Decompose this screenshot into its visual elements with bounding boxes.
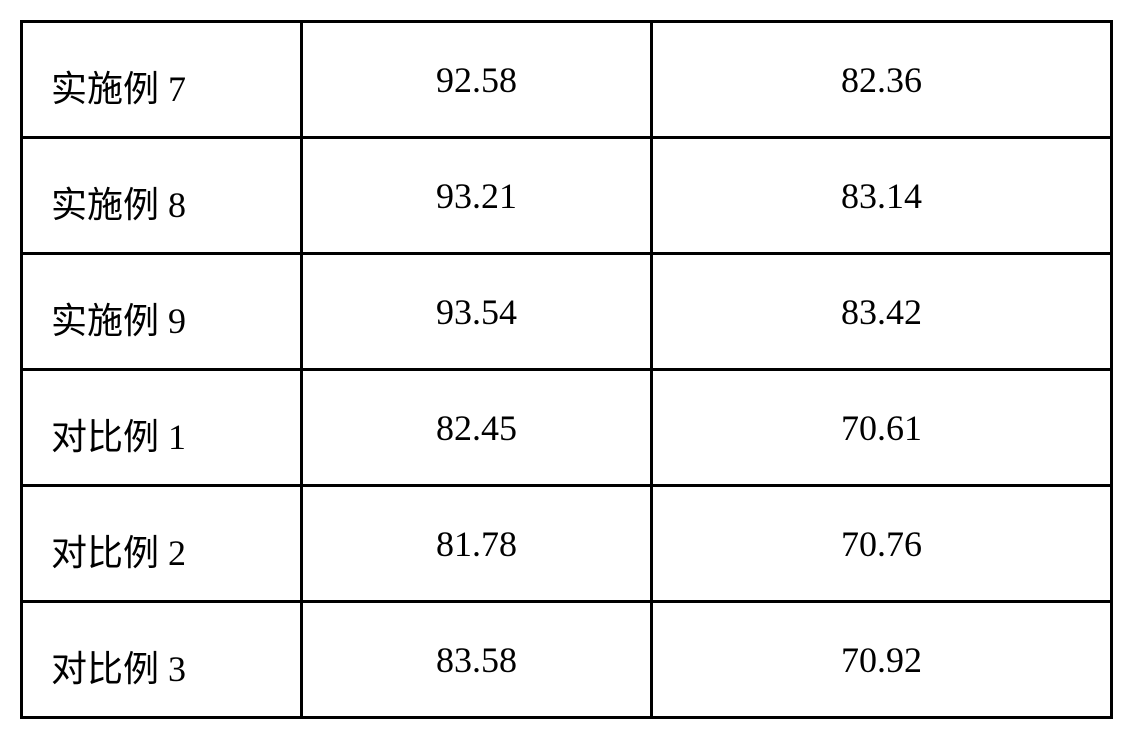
table-row: 实施例 9 93.54 83.42 xyxy=(22,254,1112,370)
value1-cell: 81.78 xyxy=(302,486,652,602)
value1-cell: 83.58 xyxy=(302,602,652,718)
table-row: 实施例 8 93.21 83.14 xyxy=(22,138,1112,254)
table-body: 实施例 7 92.58 82.36 实施例 8 93.21 83.14 实施例 … xyxy=(22,22,1112,718)
row-label-cell: 实施例 8 xyxy=(22,138,302,254)
value1-cell: 93.54 xyxy=(302,254,652,370)
table-row: 实施例 7 92.58 82.36 xyxy=(22,22,1112,138)
value2-cell: 83.42 xyxy=(652,254,1112,370)
row-label-cell: 实施例 9 xyxy=(22,254,302,370)
value2-cell: 83.14 xyxy=(652,138,1112,254)
value2-cell: 82.36 xyxy=(652,22,1112,138)
table-row: 对比例 1 82.45 70.61 xyxy=(22,370,1112,486)
table-row: 对比例 3 83.58 70.92 xyxy=(22,602,1112,718)
experiment-results-table: 实施例 7 92.58 82.36 实施例 8 93.21 83.14 实施例 … xyxy=(20,20,1113,719)
value2-cell: 70.92 xyxy=(652,602,1112,718)
row-label-cell: 对比例 3 xyxy=(22,602,302,718)
row-label-cell: 实施例 7 xyxy=(22,22,302,138)
value2-cell: 70.61 xyxy=(652,370,1112,486)
row-label-cell: 对比例 2 xyxy=(22,486,302,602)
value2-cell: 70.76 xyxy=(652,486,1112,602)
row-label-cell: 对比例 1 xyxy=(22,370,302,486)
value1-cell: 82.45 xyxy=(302,370,652,486)
table-row: 对比例 2 81.78 70.76 xyxy=(22,486,1112,602)
value1-cell: 92.58 xyxy=(302,22,652,138)
value1-cell: 93.21 xyxy=(302,138,652,254)
